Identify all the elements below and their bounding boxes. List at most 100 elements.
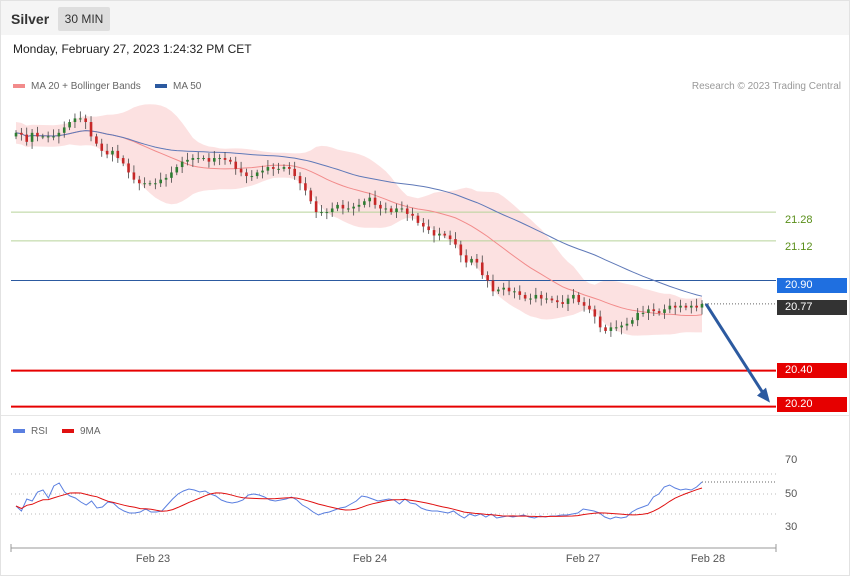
candle-body — [293, 168, 296, 177]
ma20-line — [15, 130, 703, 316]
rsi-9ma-line — [15, 487, 703, 518]
legend-9ma-label: 9MA — [80, 426, 101, 437]
rsi-tick-50: 50 — [785, 488, 798, 500]
legend-ma20: MA 20 + Bollinger Bands — [13, 81, 141, 92]
candle-body — [475, 258, 479, 263]
candle-body — [480, 262, 484, 276]
candle-body — [352, 206, 355, 209]
candle-body — [443, 233, 447, 236]
legend-rsi-label: RSI — [31, 426, 48, 437]
candle-body — [164, 177, 168, 180]
candle-body — [523, 294, 527, 299]
candle-body — [545, 298, 548, 300]
candle-body — [314, 201, 318, 213]
candle-body — [368, 197, 372, 202]
candle-body — [105, 150, 109, 155]
legend-ma50: MA 50 — [155, 81, 201, 92]
rsi-line — [15, 481, 703, 520]
candle-body — [373, 197, 377, 205]
projection-arrowhead — [757, 387, 770, 403]
candle-body — [73, 118, 77, 123]
candle-body — [154, 183, 157, 185]
candle-body — [336, 204, 339, 209]
candle-body — [121, 158, 125, 164]
candle-body — [400, 208, 404, 210]
candle-body — [598, 316, 602, 328]
candle-body — [218, 158, 221, 160]
candle-body — [100, 143, 104, 151]
candle-body — [379, 204, 382, 209]
candle-body — [470, 258, 473, 263]
candle-body — [84, 118, 87, 123]
candle-body — [229, 159, 232, 162]
candle-body — [68, 122, 71, 128]
candle-body — [148, 183, 152, 185]
candle-body — [330, 208, 334, 213]
candle-body — [159, 179, 163, 184]
candle-body — [593, 309, 597, 317]
candle-body — [588, 305, 591, 310]
candle-body — [422, 222, 425, 227]
ma50-swatch — [155, 84, 167, 89]
candle-body — [62, 127, 66, 133]
candle-body — [127, 163, 130, 173]
candle-body — [529, 298, 532, 300]
candle-body — [652, 309, 656, 312]
candle-body — [14, 132, 18, 137]
candle-body — [464, 255, 468, 263]
candle-body — [491, 280, 495, 292]
candle-body — [609, 327, 613, 331]
candle-body — [572, 294, 575, 299]
candle-body — [647, 309, 650, 313]
candle-body — [116, 150, 120, 159]
candle-body — [405, 208, 409, 214]
candle-body — [309, 190, 313, 202]
candle-body — [577, 294, 581, 303]
candle-body — [239, 168, 243, 173]
rsi-swatch — [13, 429, 25, 434]
level-label-20-40: 20.40 — [777, 363, 847, 378]
candle-body — [663, 309, 666, 313]
candle-body — [625, 323, 629, 326]
x-tick-feb28: Feb 28 — [690, 553, 726, 565]
candle-body — [427, 226, 430, 231]
candle-body — [137, 179, 141, 184]
candle-body — [518, 291, 522, 295]
candle-body — [25, 134, 29, 142]
candle-body — [411, 213, 414, 216]
header-bar: Silver 30 MIN — [1, 1, 849, 35]
candle-body — [191, 158, 195, 160]
ma50-line — [15, 130, 703, 297]
candle-body — [288, 167, 291, 169]
candle-body — [636, 312, 639, 321]
candle-body — [202, 158, 205, 160]
candle-body — [41, 136, 45, 138]
candle-body — [89, 122, 93, 137]
candle-body — [266, 167, 270, 171]
candle-body — [46, 136, 50, 138]
candle-body — [20, 132, 23, 135]
candle-body — [223, 158, 227, 160]
level-label-20-20: 20.20 — [777, 397, 847, 412]
candle-body — [175, 167, 179, 173]
candle-body — [384, 208, 388, 210]
ma20-swatch — [13, 84, 25, 89]
legend-rsi: RSI — [13, 426, 48, 437]
candle-body — [582, 302, 586, 306]
timeframe-button[interactable]: 30 MIN — [58, 7, 110, 31]
candle-body — [320, 212, 323, 214]
candle-body — [234, 161, 238, 169]
candle-body — [679, 305, 682, 308]
candle-body — [689, 305, 693, 308]
candle-body — [561, 302, 564, 304]
panel-divider — [1, 415, 849, 416]
candle-body — [196, 158, 200, 160]
legend-ma50-label: MA 50 — [173, 81, 202, 92]
candle-body — [346, 208, 350, 210]
legend-9ma: 9MA — [62, 426, 101, 437]
candle-body — [255, 172, 259, 177]
candle-body — [261, 170, 264, 173]
candle-body — [513, 291, 516, 293]
candle-body — [620, 325, 623, 328]
